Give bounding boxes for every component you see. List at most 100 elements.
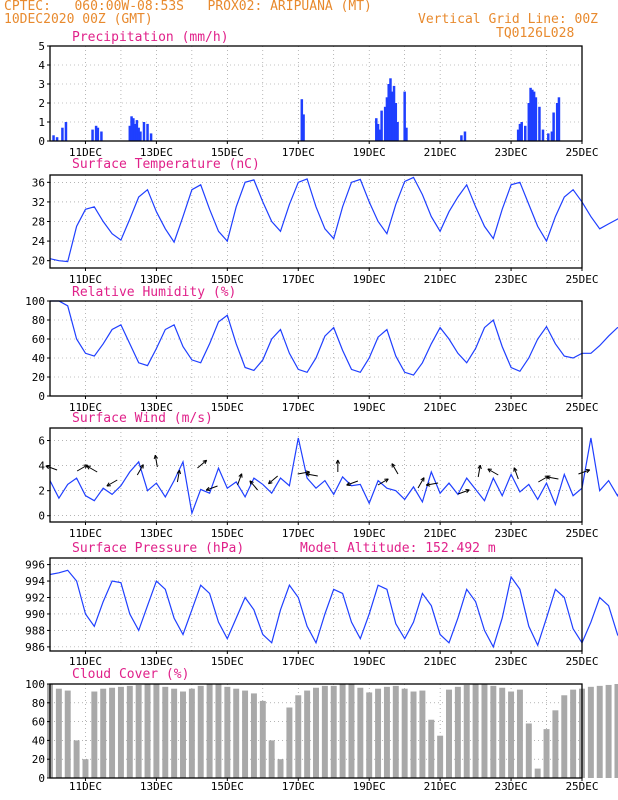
wind-arrow xyxy=(377,478,389,486)
wind-arrow-head xyxy=(346,481,350,486)
x-tick-label: 13DEC xyxy=(140,527,173,540)
panel-title: Precipitation (mm/h) xyxy=(72,30,229,45)
panel-annotation: Model Altitude: 152.492 m xyxy=(300,541,496,556)
cloud-bar xyxy=(348,684,355,778)
wind-arrow xyxy=(346,480,359,486)
x-tick-label: 15DEC xyxy=(211,401,244,414)
x-tick-label: 25DEC xyxy=(565,780,598,793)
precip-bar xyxy=(378,129,382,141)
precip-bar xyxy=(61,127,64,141)
wind-arrow-head xyxy=(249,480,254,483)
cloud-bar xyxy=(463,684,470,778)
y-tick-label: 80 xyxy=(32,314,45,327)
x-tick-label: 21DEC xyxy=(424,527,457,540)
x-tick-label: 17DEC xyxy=(282,401,315,414)
x-tick-label: 21DEC xyxy=(424,780,457,793)
header-line1: CPTEC: 060:00W-08:53S PROX02: ARIPUANA (… xyxy=(4,0,372,14)
header-date: 10DEC2020 00Z (GMT) xyxy=(4,12,153,27)
wind-arrow-head xyxy=(513,467,518,471)
cloud-bar xyxy=(437,735,444,778)
wind-arrow xyxy=(391,463,399,475)
x-tick-label: 25DEC xyxy=(565,273,598,286)
precip-bar xyxy=(557,97,561,141)
cloud-bar xyxy=(259,700,266,778)
header-grid-note: Vertical Grid Line: 00Z xyxy=(418,12,599,27)
wind-arrow-head xyxy=(305,473,310,477)
y-tick-label: 0 xyxy=(38,135,45,148)
panel-title: Cloud Cover (%) xyxy=(72,667,189,682)
wind-arrow xyxy=(237,473,243,486)
cloud-bar xyxy=(339,684,346,778)
precip-bar xyxy=(550,131,554,141)
cloud-bar xyxy=(171,688,178,778)
x-tick-label: 21DEC xyxy=(424,273,457,286)
wind-arrow-head xyxy=(335,459,339,464)
y-tick-label: 20 xyxy=(32,255,45,268)
precip-bar xyxy=(376,123,380,141)
precip-bar xyxy=(392,85,396,141)
precip-bar xyxy=(460,135,463,141)
cloud-bar xyxy=(419,690,426,778)
y-tick-label: 100 xyxy=(25,295,45,308)
cloud-bar xyxy=(428,719,435,778)
cloud-bar xyxy=(375,688,382,778)
wind-arrow xyxy=(578,469,590,475)
cloud-bar xyxy=(383,686,390,778)
wind-arrow-head xyxy=(305,472,310,475)
wind-arrow-head xyxy=(586,469,591,474)
x-tick-label: 25DEC xyxy=(565,527,598,540)
x-tick-label: 13DEC xyxy=(140,780,173,793)
cloud-bar xyxy=(215,684,222,778)
x-tick-label: 15DEC xyxy=(211,655,244,668)
x-tick-label: 15DEC xyxy=(211,273,244,286)
precip-bar xyxy=(133,123,137,141)
precip-bar xyxy=(403,91,406,141)
cloud-bar xyxy=(587,686,594,778)
precip-bar xyxy=(96,127,100,141)
wind-arrow-head xyxy=(153,455,156,460)
panel-title: Surface Wind (m/s) xyxy=(72,411,213,426)
precip-bar xyxy=(387,84,390,141)
x-tick-label: 19DEC xyxy=(353,655,386,668)
precip-bar xyxy=(547,133,550,141)
cloud-bar xyxy=(224,686,231,778)
precip-bar xyxy=(300,99,304,141)
x-tick-label: 21DEC xyxy=(424,655,457,668)
series-line xyxy=(50,300,618,376)
cloud-bar xyxy=(109,687,116,778)
y-tick-label: 100 xyxy=(25,678,45,691)
precip-bar xyxy=(389,78,392,141)
x-tick-label: 23DEC xyxy=(495,527,528,540)
x-tick-label: 25DEC xyxy=(565,401,598,414)
precip-bar xyxy=(55,137,59,141)
wind-arrow-head xyxy=(238,473,243,477)
wind-arrow-head xyxy=(546,476,551,480)
y-tick-label: 4 xyxy=(38,59,45,72)
wind-arrow-head xyxy=(305,470,310,473)
precip-bar xyxy=(94,125,98,141)
precip-bar xyxy=(534,97,538,141)
wind-arrow-head xyxy=(202,459,207,462)
wind-arrow xyxy=(154,455,158,468)
wind-arrow xyxy=(513,467,519,480)
y-tick-label: 36 xyxy=(32,176,45,189)
wind-arrow xyxy=(417,477,425,489)
wind-arrow xyxy=(76,464,88,472)
wind-arrow-head xyxy=(546,475,551,478)
wind-arrow-head xyxy=(466,489,470,494)
wind-arrow xyxy=(305,473,318,477)
x-tick-label: 13DEC xyxy=(140,146,173,159)
cloud-bar xyxy=(392,685,399,778)
panel-frame xyxy=(49,45,583,142)
wind-arrow-head xyxy=(337,459,341,464)
precip-bar xyxy=(302,114,305,141)
cloud-bar xyxy=(552,710,559,778)
precip-bar xyxy=(149,133,153,141)
wind-arrow xyxy=(197,459,207,469)
precip-bar xyxy=(527,103,531,141)
cloud-bar xyxy=(135,684,142,778)
wind-arrow-head xyxy=(391,463,396,467)
wind-arrow-head xyxy=(385,478,389,483)
cloud-bar xyxy=(561,695,568,778)
wind-arrow-head xyxy=(249,480,252,485)
